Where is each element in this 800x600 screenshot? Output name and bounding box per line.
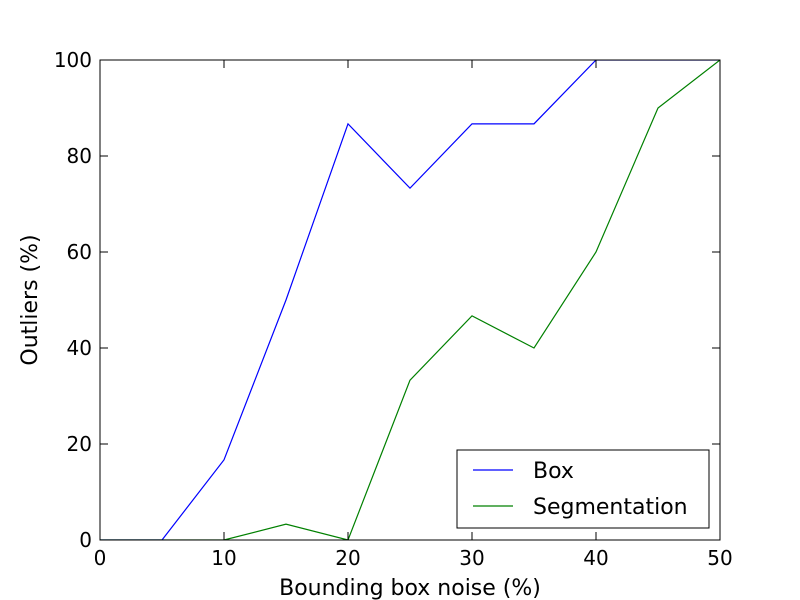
y-axis-label: Outliers (%) (18, 234, 43, 365)
x-axis-label: Bounding box noise (%) (279, 576, 541, 600)
x-tick-label: 40 (583, 546, 608, 570)
x-tick-label: 20 (335, 546, 360, 570)
x-tick-label: 50 (707, 546, 732, 570)
x-tick-label: 30 (459, 546, 484, 570)
legend-label-segmentation: Segmentation (533, 495, 688, 520)
series-line-segmentation (100, 60, 720, 540)
x-tick-label: 10 (211, 546, 236, 570)
legend-box (456, 449, 710, 529)
plot-area-frame (99, 59, 721, 541)
y-tick-label: 20 (67, 432, 92, 456)
series-line-box (100, 60, 720, 540)
y-tick-label: 60 (67, 240, 92, 264)
y-tick-label: 40 (67, 336, 92, 360)
y-tick-label: 0 (79, 528, 92, 552)
y-tick-label: 100 (54, 48, 92, 72)
y-tick-label: 80 (67, 144, 92, 168)
legend-label-box: Box (533, 459, 574, 484)
x-tick-label: 0 (94, 546, 107, 570)
